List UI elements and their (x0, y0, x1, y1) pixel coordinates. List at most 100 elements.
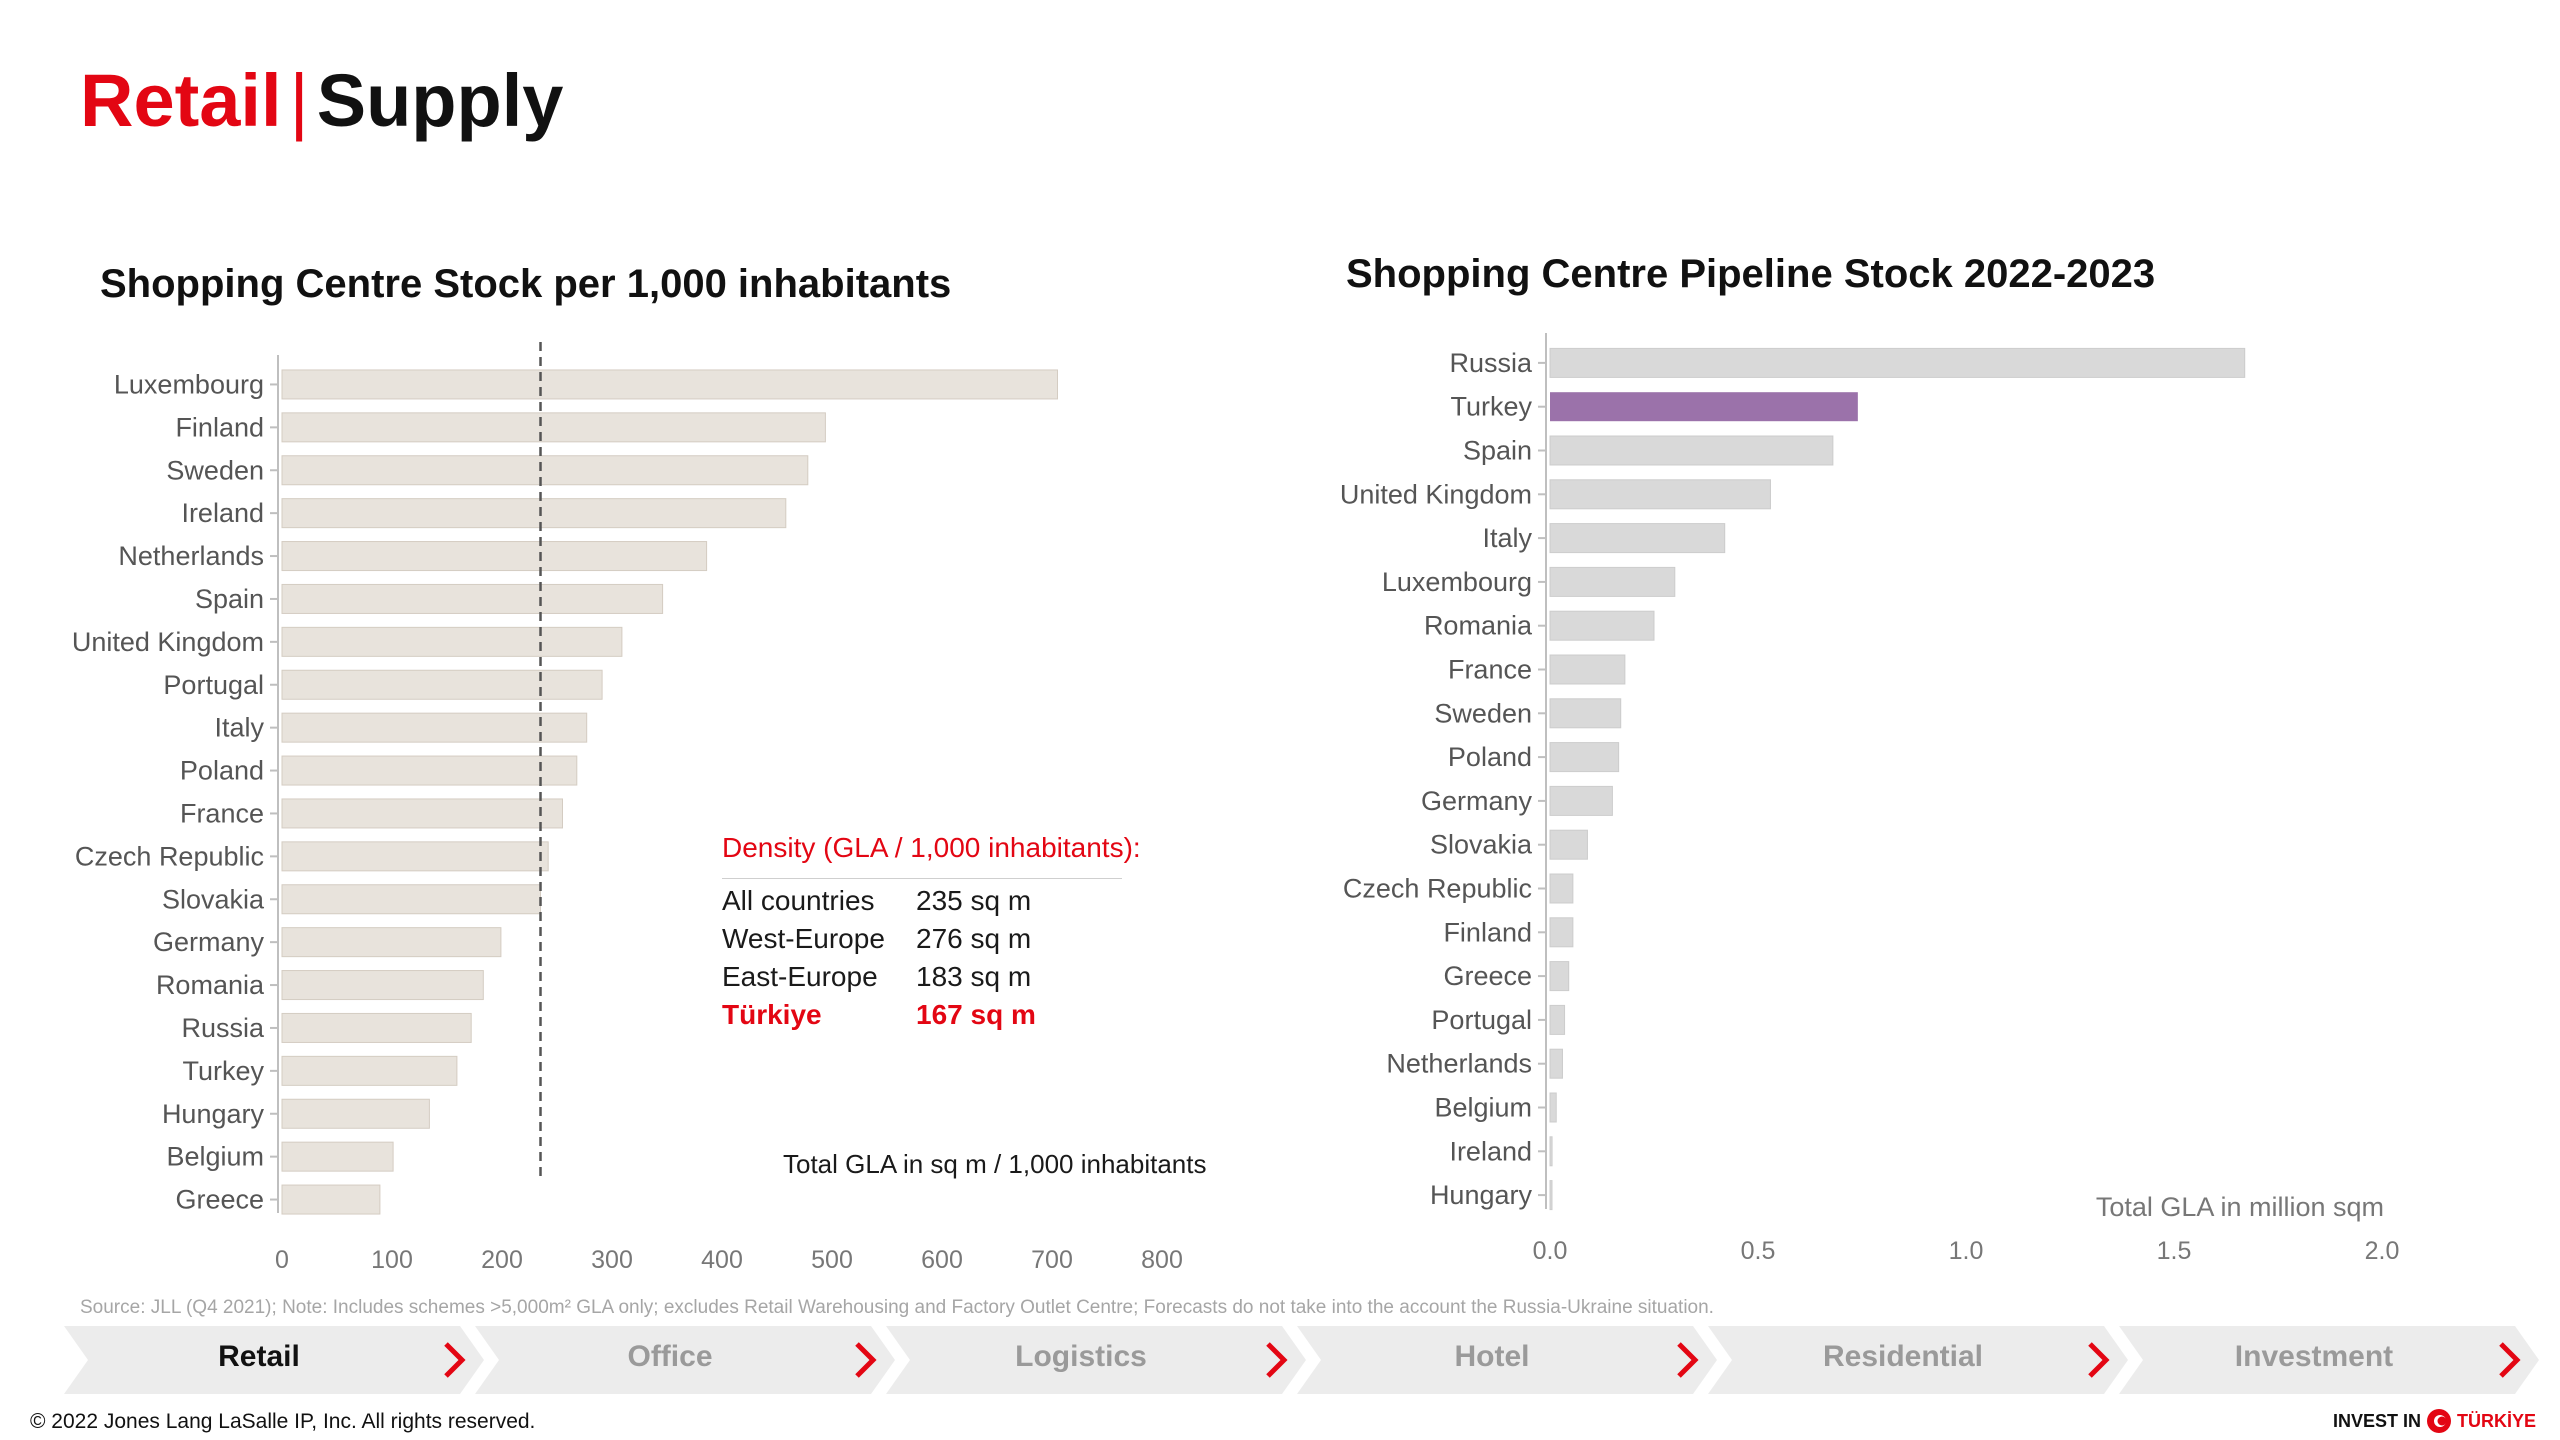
pipeline-stock-chart: Russia Turkey Spain United Kingdom Italy Luxe… (1340, 333, 2400, 1265)
nav-tab-label: Logistics (1015, 1340, 1147, 1373)
brand-text: INVEST IN (2332, 1410, 2421, 1431)
category-label: Romania (156, 970, 265, 1000)
bar-poland (1549, 742, 1620, 773)
category-label: Greece (1443, 961, 1532, 991)
nav-tab-logistics[interactable]: Logistics (886, 1326, 1306, 1394)
stock-per-inhabitants-chart: Luxembourg Finland Sweden Ireland Netherland… (72, 342, 1206, 1274)
logo-mark-icon (2426, 1409, 2451, 1433)
source-note: Source: JLL (Q4 2021); Note: Includes sc… (80, 1297, 1714, 1318)
category-label: Hungary (1430, 1180, 1533, 1210)
x-tick-label: 700 (1031, 1246, 1073, 1274)
category-label: Ireland (181, 498, 264, 528)
nav-tab-retail[interactable]: Retail (64, 1326, 484, 1394)
category-label: Ireland (1449, 1136, 1532, 1166)
x-axis-title: Total GLA in sq m / 1,000 inhabitants (783, 1149, 1206, 1179)
right-chart-title: Shopping Centre Pipeline Stock 2022-2023 (1346, 252, 2156, 296)
x-tick-label: 2.0 (2365, 1237, 2400, 1265)
x-tick-label: 1.5 (2157, 1237, 2192, 1265)
bar-portugal (1549, 1004, 1566, 1035)
density-value: 183 sq m (916, 961, 1032, 992)
bar-romania (1549, 610, 1655, 641)
chevron-right-icon (1677, 1342, 1699, 1378)
bar-united-kingdom (281, 626, 623, 657)
x-tick-label: 0.0 (1533, 1237, 1568, 1265)
category-label: Russia (1449, 348, 1533, 378)
bar-turkey (1550, 392, 1858, 422)
density-value: 235 sq m (916, 885, 1032, 916)
bar-romania (281, 970, 484, 1001)
category-label: Netherlands (1386, 1049, 1532, 1079)
chevron-right-icon (855, 1342, 877, 1378)
bar-russia (281, 1012, 472, 1043)
nav-tab-investment[interactable]: Investment (2119, 1326, 2539, 1394)
category-label: Belgium (1434, 1093, 1532, 1123)
bar-russia (1549, 347, 2246, 378)
x-axis-title: Total GLA in million sqm (2096, 1192, 2384, 1222)
bar-ireland (281, 498, 787, 529)
density-label: East-Europe (722, 961, 878, 992)
x-tick-label: 300 (591, 1246, 633, 1274)
category-label: Luxembourg (114, 369, 264, 399)
bar-greece (281, 1184, 381, 1215)
category-label: France (1448, 655, 1532, 685)
category-label: Czech Republic (75, 841, 264, 871)
category-label: Romania (1424, 611, 1533, 641)
category-label: Russia (181, 1013, 265, 1043)
density-label: West-Europe (722, 923, 885, 954)
density-label: Türkiye (722, 999, 822, 1030)
category-label: Italy (214, 713, 264, 743)
nav-tab-residential[interactable]: Residential (1708, 1326, 2128, 1394)
category-label: Italy (1482, 523, 1532, 553)
bar-spain (281, 583, 664, 614)
density-row-turkiye: Türkiye 167 sq m (722, 999, 1122, 1031)
title-separator: | (289, 59, 309, 142)
bar-italy (281, 712, 588, 743)
nav-tab-label: Investment (2234, 1340, 2394, 1373)
category-label: Belgium (166, 1142, 264, 1172)
x-tick-label: 200 (481, 1246, 523, 1274)
page-title: Retail | Supply (80, 58, 563, 143)
category-label: Poland (180, 756, 264, 786)
bar-germany (281, 927, 502, 958)
x-tick-label: 0 (275, 1246, 289, 1274)
category-label: Portugal (163, 670, 264, 700)
x-tick-label: 100 (371, 1246, 413, 1274)
bar-netherlands (281, 541, 708, 572)
category-label: Netherlands (118, 541, 264, 571)
density-row: All countries 235 sq m (722, 885, 1122, 917)
bar-portugal (281, 669, 603, 700)
nav-tab-label: Retail (218, 1340, 300, 1373)
category-label: Czech Republic (1343, 874, 1532, 904)
category-label: Germany (153, 927, 265, 957)
category-label: Portugal (1431, 1005, 1532, 1035)
category-label: Spain (1463, 436, 1532, 466)
category-label: Sweden (1434, 698, 1532, 728)
category-label: United Kingdom (1340, 479, 1532, 509)
bar-united-kingdom (1549, 479, 1771, 510)
x-tick-label: 800 (1141, 1246, 1183, 1274)
x-tick-label: 500 (811, 1246, 853, 1274)
nav-tab-hotel[interactable]: Hotel (1297, 1326, 1717, 1394)
category-label: United Kingdom (72, 627, 264, 657)
bar-belgium (281, 1141, 394, 1172)
bar-czech-republic (1549, 873, 1574, 904)
bar-france (281, 798, 563, 829)
category-label: Spain (195, 584, 264, 614)
nav-tab-office[interactable]: Office (475, 1326, 895, 1394)
bar-greece (1549, 961, 1570, 992)
bar-germany (1549, 785, 1613, 816)
invest-in-turkiye-logo: INVEST IN TÜRKİYE (2333, 1408, 2536, 1434)
category-label: Slovakia (1430, 830, 1533, 860)
title-retail: Retail (80, 59, 282, 142)
x-tick-label: 400 (701, 1246, 743, 1274)
bar-slovakia (1549, 829, 1588, 860)
density-value: 167 sq m (916, 999, 1036, 1030)
bar-hungary (1549, 1180, 1553, 1211)
bar-sweden (1549, 698, 1622, 729)
bar-netherlands (1549, 1048, 1563, 1079)
category-label: Turkey (182, 1056, 264, 1086)
density-value: 276 sq m (916, 923, 1032, 954)
bar-turkey (281, 1055, 458, 1086)
left-chart-title: Shopping Centre Stock per 1,000 inhabita… (100, 262, 952, 306)
category-label: Greece (175, 1185, 264, 1215)
